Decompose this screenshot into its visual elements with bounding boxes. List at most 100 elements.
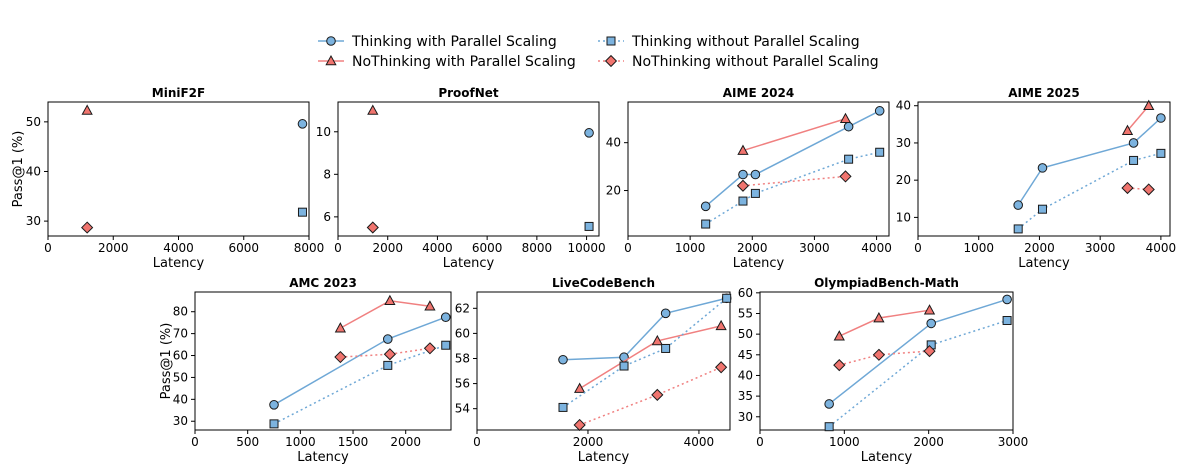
x-tick-label: 0 (44, 241, 52, 255)
data-point-triangle (737, 144, 749, 155)
data-point-triangle (651, 334, 663, 346)
y-tick-label: 60 (173, 349, 188, 363)
data-point-square (875, 147, 885, 157)
series-thinking-with-parallel-scaling (1013, 113, 1166, 210)
series-line (579, 325, 722, 390)
legend-label: NoThinking with Parallel Scaling (352, 54, 576, 70)
data-point-diamond (651, 388, 664, 401)
legend-label: Thinking with Parallel Scaling (351, 34, 557, 50)
x-tick-label: 2000 (573, 435, 604, 449)
data-point-square (297, 207, 307, 217)
data-point-circle (1128, 138, 1139, 148)
series-line (742, 118, 846, 152)
y-tick-label: 58 (455, 351, 470, 365)
x-axis-label: Latency (733, 256, 785, 271)
y-axis-label: Pass@1 (%) (159, 323, 174, 400)
x-tick-label: 8000 (294, 241, 325, 255)
x-tick-label: 4000 (861, 241, 892, 255)
data-point-triangle (833, 330, 845, 341)
data-point-triangle (367, 104, 379, 115)
series-line (562, 297, 728, 409)
data-point-circle (843, 121, 854, 132)
series-thinking-without-parallel-scaling (584, 221, 594, 231)
y-tick-label: 20 (606, 184, 621, 198)
y-tick-label: 30 (738, 410, 753, 424)
data-point-diamond (334, 350, 347, 364)
legend-circle-marker (326, 36, 336, 46)
plot-frame (759, 291, 1014, 431)
data-point-square (661, 343, 671, 353)
x-tick-label: 3000 (998, 435, 1029, 449)
series-nothinking-with-parallel-scaling (1121, 99, 1155, 135)
series-thinking-without-parallel-scaling (558, 293, 732, 412)
y-tick-label: 55 (738, 306, 753, 320)
data-point-circle (297, 119, 308, 129)
x-axis-label: Latency (153, 256, 205, 271)
data-point-circle (584, 128, 594, 138)
legend-entry-nothinking-without-parallel-scaling: NoThinking without Parallel Scaling (598, 54, 879, 70)
data-point-square (584, 221, 594, 231)
series-line (705, 110, 881, 207)
y-tick-label: 45 (738, 348, 753, 362)
series-nothinking-without-parallel-scaling (833, 344, 936, 372)
data-point-triangle (715, 319, 727, 331)
plot-frame (917, 101, 1171, 237)
legend-entry-thinking-with-parallel-scaling: Thinking with Parallel Scaling (318, 34, 557, 50)
legend-triangle-marker (325, 54, 337, 66)
series-thinking-without-parallel-scaling (701, 147, 885, 229)
data-point-circle (824, 399, 834, 409)
series-line (273, 316, 446, 406)
chart-aime-2025: AIME 2025 0 1000 2000 3000 4000 10 20 30 40 Latenc… (896, 86, 1176, 271)
x-tick-label: 3000 (1085, 241, 1116, 255)
data-point-circle (926, 318, 936, 329)
series-nothinking-without-parallel-scaling (573, 361, 728, 432)
chart-title: ProofNet (438, 86, 499, 100)
x-tick-label: 2000 (1024, 241, 1055, 255)
data-point-diamond (715, 361, 728, 374)
x-axis-label: Latency (578, 450, 630, 465)
y-tick-label: 62 (455, 301, 470, 315)
series-line (273, 344, 446, 425)
series-thinking-with-parallel-scaling (297, 119, 308, 129)
data-point-triangle (334, 322, 347, 333)
x-tick-label: 4000 (1146, 241, 1177, 255)
series-line (1017, 117, 1162, 206)
series-nothinking-with-parallel-scaling (737, 112, 852, 155)
data-point-circle (440, 312, 451, 322)
data-point-diamond (923, 344, 936, 358)
data-point-triangle (839, 112, 852, 124)
chart-proofnet: ProofNet 0 2000 4000 6000 8000 10000 6 8 10 Latenc… (316, 86, 606, 271)
data-point-circle (738, 169, 748, 180)
y-tick-label: 40 (26, 164, 41, 178)
data-point-square (1037, 204, 1047, 214)
data-point-triangle (424, 300, 436, 311)
legend-entry-thinking-without-parallel-scaling: Thinking without Parallel Scaling (598, 34, 860, 50)
x-axis-label: Latency (443, 256, 495, 271)
series-line (742, 175, 846, 187)
legend-entry-nothinking-with-parallel-scaling: NoThinking with Parallel Scaling (318, 54, 576, 70)
x-tick-label: 2000 (98, 241, 129, 255)
data-point-square (1156, 148, 1166, 158)
series-nothinking-with-parallel-scaling (81, 104, 93, 115)
legend-label: NoThinking without Parallel Scaling (632, 54, 879, 70)
series-line (562, 297, 727, 361)
data-point-circle (1037, 163, 1048, 173)
y-axis-label: Pass@1 (%) (11, 131, 26, 208)
data-point-square (619, 361, 629, 371)
data-point-square (750, 188, 760, 198)
plot-frame (47, 101, 310, 237)
legend-square-marker (606, 36, 616, 46)
series-line (839, 350, 930, 366)
data-point-square (738, 196, 748, 206)
x-tick-label: 1000 (829, 435, 860, 449)
series-nothinking-without-parallel-scaling (81, 221, 94, 234)
data-point-triangle (873, 311, 885, 323)
data-point-square (558, 402, 568, 412)
x-tick-label: 8000 (522, 241, 553, 255)
y-tick-label: 50 (738, 327, 753, 341)
data-point-square (701, 219, 711, 229)
y-tick-label: 6 (323, 210, 331, 224)
chart-olympiadbench-math: OlympiadBench-Math 0 1000 2000 3000 30 35 40 45 5… (738, 276, 1029, 465)
x-axis-label: Latency (861, 450, 913, 465)
